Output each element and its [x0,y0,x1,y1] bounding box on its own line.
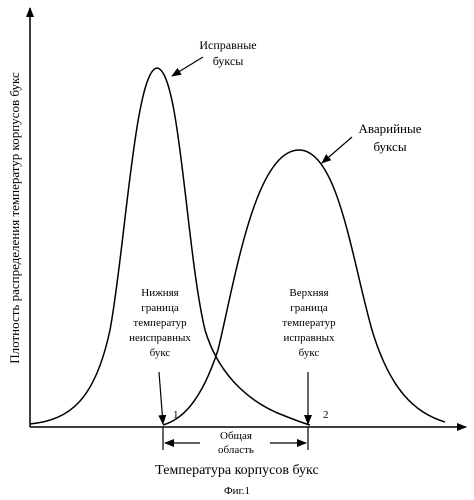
label-faulty-line1: Аварийные [358,121,421,136]
lower-bound-line2: граница [141,302,179,314]
lower-bound-line1: Нижняя [141,287,178,299]
y-axis-label: Плотность распределения температур корпу… [7,72,22,364]
arrow-good [172,57,203,76]
overlap-label-line1: Общая [220,430,252,442]
lower-bound-line5: букс [150,347,171,359]
upper-bound-line2: граница [290,302,328,314]
upper-bound-line1: Верхняя [289,287,328,299]
marker-2: 2 [323,409,329,421]
figure-caption: Фиг.1 [224,485,250,497]
upper-bound-line3: температур [282,317,336,329]
marker-1: 1 [173,409,179,421]
lower-bound-line3: температур [133,317,187,329]
arrow-lower-bound [159,372,163,424]
x-axis-label: Температура корпусов букс [155,463,318,478]
upper-bound-line4: исправных [283,332,335,344]
lower-bound-line4: неисправных [129,332,191,344]
label-good-line2: буксы [213,54,244,68]
arrow-faulty [322,137,352,163]
upper-bound-line5: букс [299,347,320,359]
label-faulty-line2: буксы [373,139,406,154]
label-good-line1: Исправные [199,38,256,52]
overlap-label-line2: область [218,444,254,456]
curve-good-axleboxes [30,68,310,425]
